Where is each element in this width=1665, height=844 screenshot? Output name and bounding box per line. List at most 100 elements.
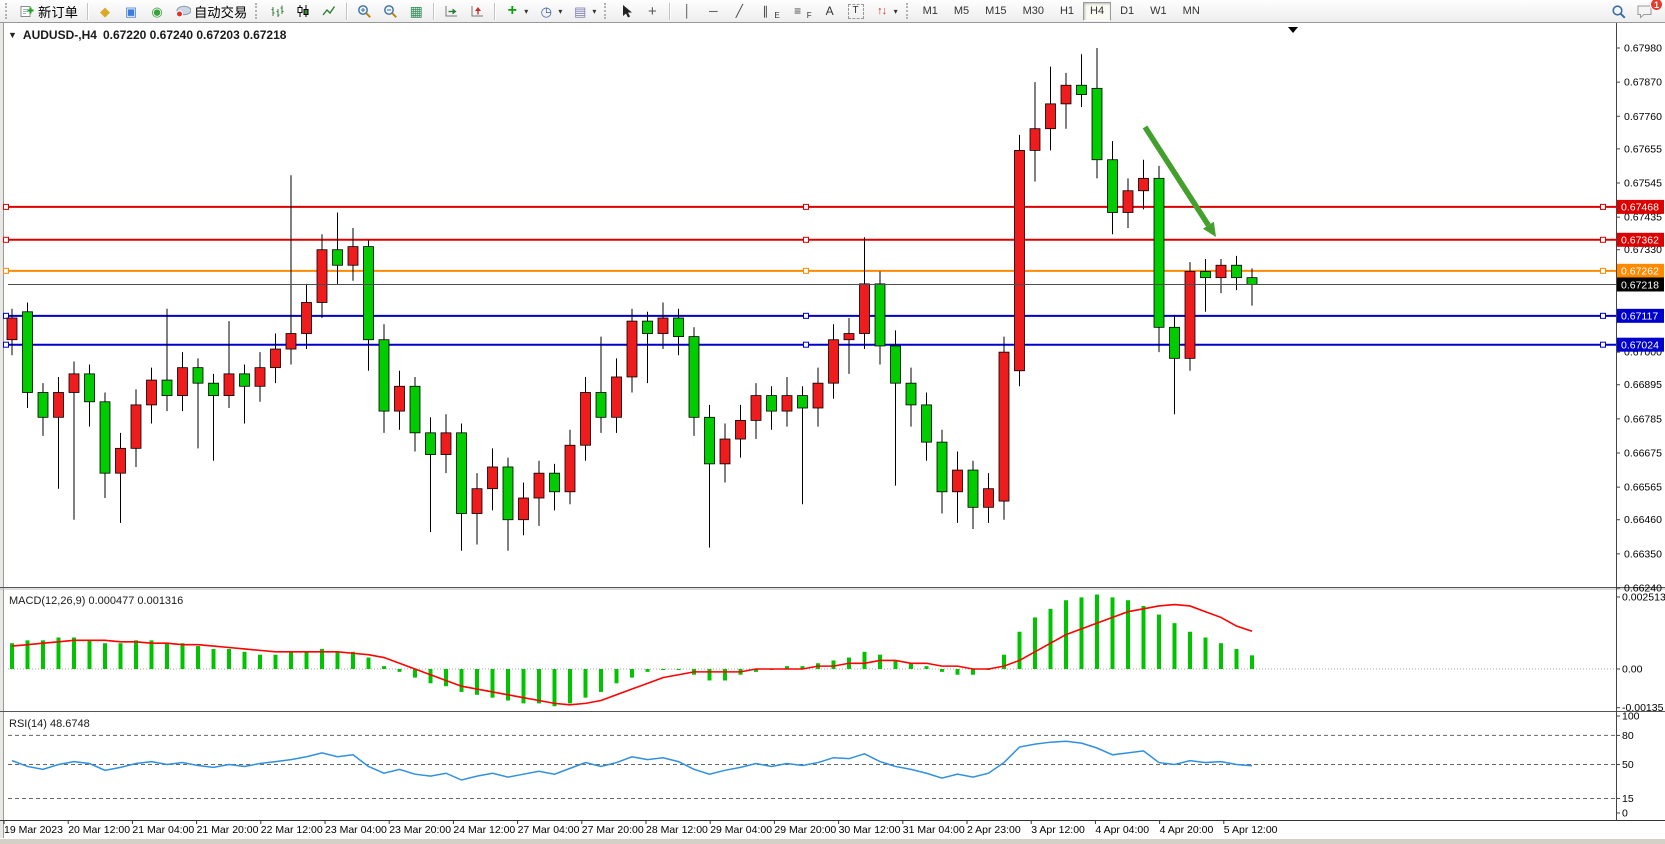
market-watch-button[interactable]: ◆ (92, 1, 118, 21)
text-button[interactable]: A (817, 1, 843, 21)
macd-bar (785, 666, 789, 669)
line-handle[interactable] (3, 267, 9, 274)
candle (781, 395, 793, 412)
svg-text:0.67362: 0.67362 (1621, 235, 1659, 247)
time-axis: 19 Mar 2023 20 Mar 12:00 21 Mar 04:00 21 Ma… (3, 821, 1278, 836)
timeframe-M30[interactable]: M30 (1016, 2, 1051, 21)
line-handle[interactable] (1600, 267, 1606, 274)
arrows-button[interactable]: ↑↓ ▾ (869, 1, 903, 21)
candle (146, 379, 157, 406)
candle (626, 320, 638, 378)
candle (983, 488, 994, 508)
vertical-line-button[interactable]: │ (674, 1, 700, 21)
auto-scroll-button[interactable] (438, 1, 464, 21)
indicators-button[interactable]: + ▾ (499, 1, 533, 21)
svg-text:28 Mar 12:00: 28 Mar 12:00 (646, 824, 708, 836)
svg-text:22 Mar 12:00: 22 Mar 12:00 (261, 824, 323, 836)
candle (595, 392, 607, 418)
candle (1138, 177, 1149, 192)
candle (921, 404, 932, 443)
horizontal-line-button[interactable]: ─ (700, 1, 726, 21)
macd-bar (351, 651, 355, 669)
horizontal-line-0.67117[interactable] (3, 312, 1617, 319)
candle (642, 320, 653, 334)
svg-text:0.67218: 0.67218 (1621, 279, 1659, 291)
notifications-button[interactable]: 1 (1631, 0, 1663, 21)
chart-canvas[interactable]: 0.67980 0.67870 0.67760 0.67655 0.67545 0.674… (0, 23, 1665, 844)
line-handle[interactable] (3, 312, 9, 319)
candlestick-chart-button[interactable] (290, 1, 316, 21)
line-handle[interactable] (1600, 203, 1606, 210)
cursor-button[interactable] (613, 1, 639, 21)
templates-button[interactable]: ▤ ▾ (567, 1, 601, 21)
dropdown-caret-icon[interactable]: ▾ (524, 6, 529, 16)
auto-trading-button[interactable]: 自动交易 (170, 1, 252, 21)
macd-bar (1203, 637, 1208, 669)
periods-button[interactable]: ◷ ▾ (533, 1, 567, 21)
zoom-in-button[interactable] (351, 1, 377, 21)
macd-bar (149, 640, 154, 669)
horizontal-line-0.67262[interactable] (3, 267, 1617, 274)
timeframe-D1[interactable]: D1 (1113, 2, 1141, 21)
line-handle[interactable] (1600, 236, 1606, 243)
line-handle[interactable] (1600, 312, 1606, 319)
horizontal-line-0.67468[interactable] (3, 203, 1617, 210)
trendline-button[interactable]: ╱ (726, 1, 752, 21)
chart-shift-button[interactable] (464, 1, 490, 21)
line-handle[interactable] (803, 312, 809, 319)
macd-bar (754, 669, 758, 672)
timeframe-M5[interactable]: M5 (947, 2, 976, 21)
data-window-icon: ▣ (124, 3, 138, 19)
horizontal-line-0.67024[interactable] (3, 341, 1617, 348)
timeframe-H4[interactable]: H4 (1083, 1, 1112, 21)
dropdown-caret-icon[interactable]: ▾ (893, 6, 898, 16)
macd-bar (521, 669, 526, 704)
macd-bar (134, 640, 138, 669)
timeframe-M15[interactable]: M15 (978, 2, 1013, 21)
chart-menu-caret-icon[interactable]: ▼ (8, 30, 17, 40)
equidistant-channel-button[interactable]: ∥ E (752, 1, 784, 21)
svg-text:27 Mar 04:00: 27 Mar 04:00 (518, 824, 580, 836)
timeframe-MN[interactable]: MN (1176, 2, 1207, 21)
svg-text:23 Mar 04:00: 23 Mar 04:00 (325, 824, 387, 836)
line-handle[interactable] (803, 203, 809, 210)
tile-windows-button[interactable]: ▦ (403, 1, 429, 21)
crosshair-icon: + (647, 2, 657, 20)
zoom-out-button[interactable] (377, 1, 403, 21)
macd-bar (428, 669, 433, 684)
candle (673, 317, 684, 338)
line-handle[interactable] (1600, 341, 1606, 348)
line-chart-button[interactable] (316, 1, 342, 21)
search-button[interactable] (1605, 1, 1631, 21)
strategy-navigator-button[interactable]: ◉ (144, 1, 170, 21)
market-watch-icon: ◆ (99, 3, 110, 19)
line-handle[interactable] (803, 267, 809, 274)
timeframe-W1[interactable]: W1 (1143, 2, 1174, 21)
bar-chart-button[interactable] (264, 1, 290, 21)
timeframe-H1[interactable]: H1 (1053, 2, 1081, 21)
line-handle[interactable] (3, 203, 9, 210)
text-label-button[interactable]: T (843, 1, 869, 21)
data-window-button[interactable]: ▣ (118, 1, 144, 21)
chart-shift-marker-icon[interactable] (1288, 27, 1298, 33)
line-handle[interactable] (803, 341, 809, 348)
trend-arrow[interactable] (1142, 125, 1216, 237)
dropdown-caret-icon[interactable]: ▾ (592, 6, 597, 16)
candle (409, 385, 421, 434)
crosshair-button[interactable]: + (639, 1, 665, 21)
new-order-button[interactable]: 新订单 (14, 1, 83, 21)
timeframe-M1[interactable]: M1 (916, 2, 945, 21)
candle (1184, 271, 1196, 359)
macd-bar (1033, 617, 1037, 669)
candle (828, 339, 839, 384)
dropdown-caret-icon[interactable]: ▾ (558, 6, 563, 16)
macd-indicator-label: MACD(12,26,9) 0.000477 0.001316 (9, 595, 184, 607)
new-order-icon (19, 4, 35, 19)
fibonacci-button[interactable]: ≡ F (785, 1, 817, 21)
line-handle[interactable] (3, 236, 9, 243)
line-handle[interactable] (3, 341, 9, 348)
rsi-line (11, 740, 1253, 781)
horizontal-line-0.67362[interactable] (3, 236, 1617, 243)
line-handle[interactable] (803, 236, 809, 243)
macd-bar (1126, 600, 1130, 669)
